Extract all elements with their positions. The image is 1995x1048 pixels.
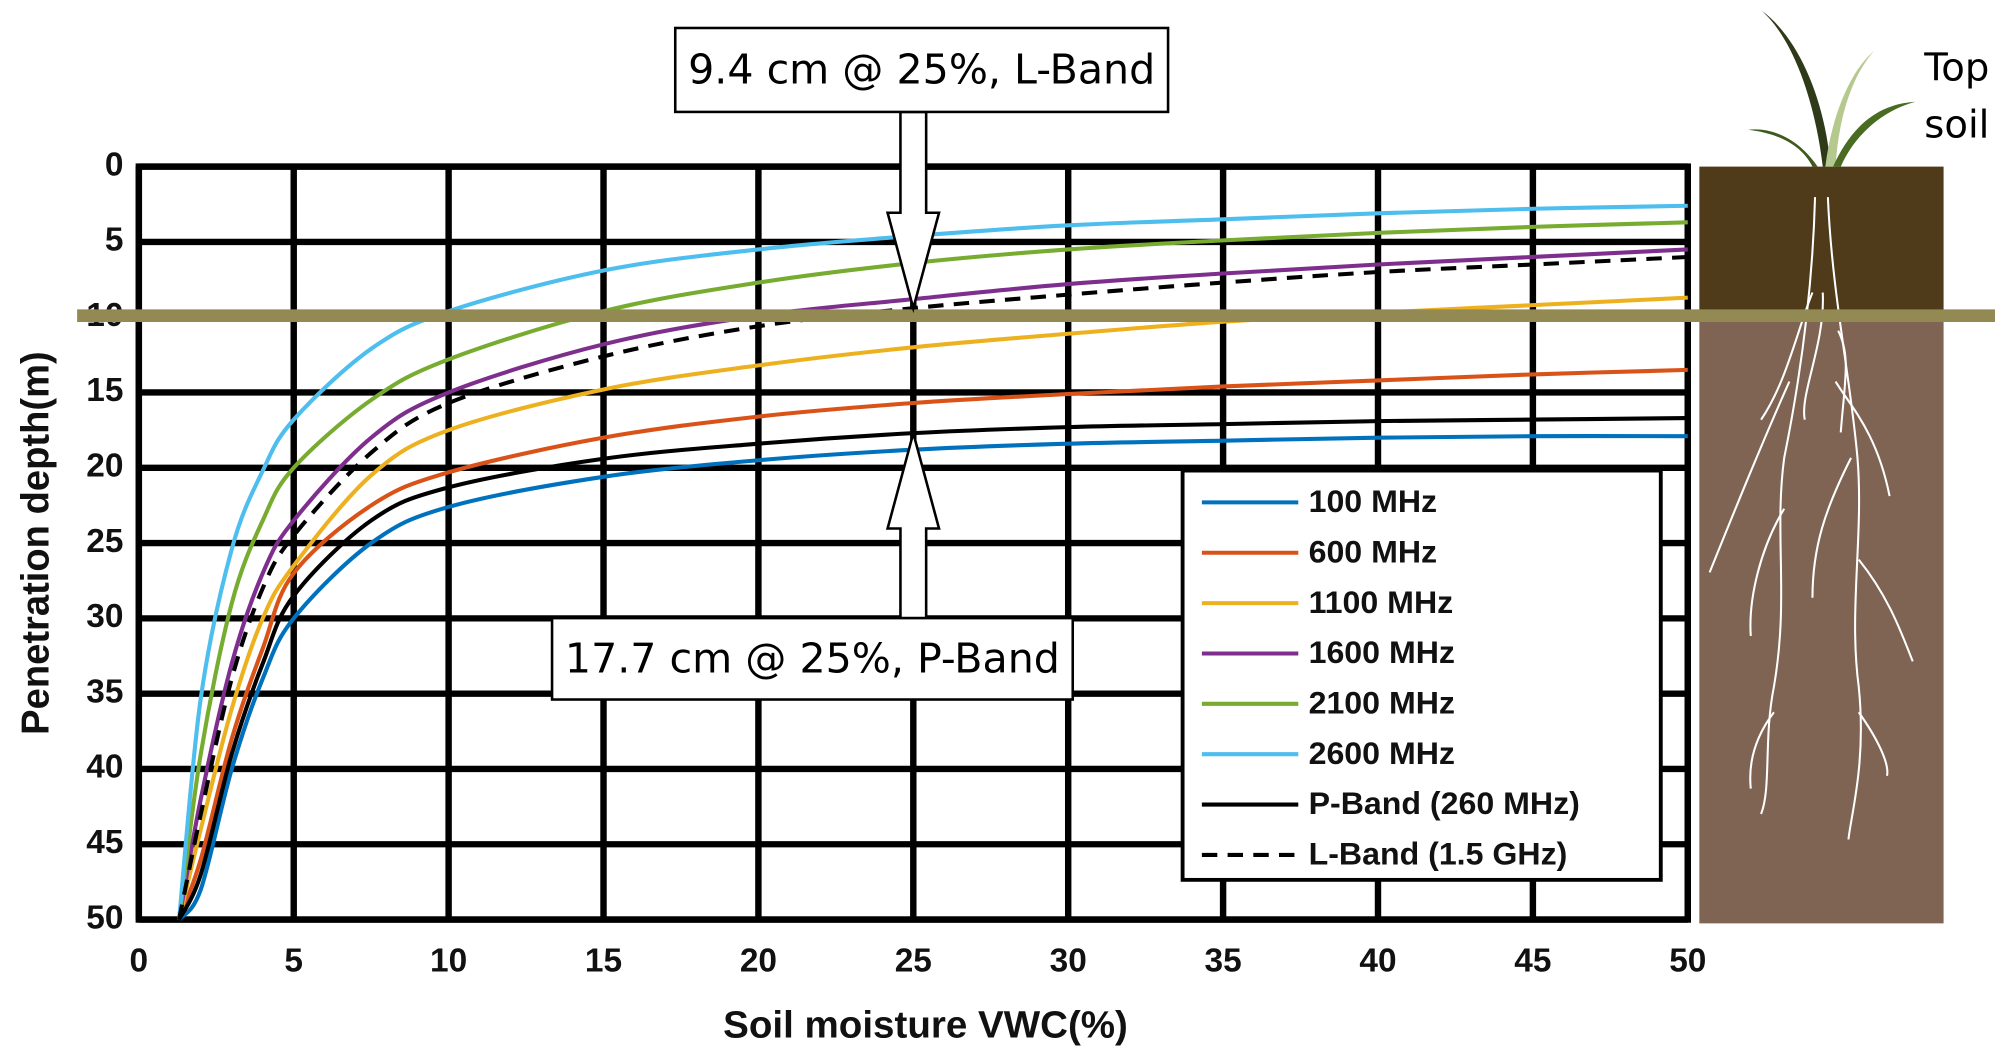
x-tick-label: 35	[1205, 943, 1242, 980]
x-tick-label: 10	[430, 943, 467, 980]
soil-illustration	[1699, 10, 1944, 924]
annotation-text: 17.7 cm @ 25%, P-Band	[565, 635, 1060, 683]
annotation-arrow	[885, 428, 941, 620]
x-tick-label: 30	[1050, 943, 1087, 980]
series-line	[177, 367, 1688, 921]
series-line	[177, 416, 1688, 921]
y-tick-label: 15	[86, 372, 123, 409]
legend-label: L-Band (1.5 GHz)	[1309, 836, 1568, 872]
topsoil	[1699, 166, 1944, 316]
x-tick-label: 50	[1669, 943, 1706, 980]
y-tick-label: 0	[105, 147, 124, 184]
x-tick-label: 20	[740, 943, 777, 980]
side-label: Top	[1923, 46, 1989, 91]
x-tick-label: 25	[895, 943, 932, 980]
annotation-box	[550, 616, 1075, 701]
x-tick-label: 5	[284, 943, 303, 980]
subsoil	[1699, 315, 1944, 924]
series-line	[177, 247, 1688, 920]
series-line	[177, 254, 1688, 920]
legend-label: P-Band (260 MHz)	[1309, 785, 1580, 821]
y-axis-title: Penetration depth(m)	[15, 351, 58, 735]
x-tick-label: 0	[130, 943, 149, 980]
y-tick-label: 30	[86, 598, 123, 635]
series-line	[177, 203, 1688, 920]
legend-label: 2100 MHz	[1309, 685, 1455, 721]
y-tick-label: 20	[86, 448, 123, 485]
y-tick-label: 45	[86, 824, 123, 861]
plant	[1748, 10, 1916, 167]
annotation-box	[673, 26, 1170, 114]
y-tick-label: 40	[86, 749, 123, 786]
legend-box	[1180, 468, 1663, 882]
legend-label: 1100 MHz	[1309, 584, 1454, 620]
side-label: soil	[1924, 103, 1989, 148]
x-tick-label: 45	[1514, 943, 1551, 980]
y-tick-label: 50	[86, 899, 123, 936]
x-tick-label: 40	[1359, 943, 1396, 980]
legend-label: 600 MHz	[1309, 534, 1438, 570]
series-line	[177, 434, 1688, 921]
y-tick-label: 25	[86, 523, 123, 560]
x-axis-title: Soil moisture VWC(%)	[723, 1004, 1128, 1047]
legend-label: 2600 MHz	[1309, 735, 1455, 771]
y-tick-label: 5	[105, 222, 124, 259]
legend-label: 100 MHz	[1309, 483, 1438, 519]
y-tick-label: 35	[86, 674, 123, 711]
legend-label: 1600 MHz	[1309, 634, 1455, 670]
annotation-text: 9.4 cm @ 25%, L-Band	[688, 46, 1155, 94]
x-tick-label: 15	[585, 943, 622, 980]
annotation-arrow	[885, 110, 941, 314]
series-line	[177, 220, 1688, 920]
